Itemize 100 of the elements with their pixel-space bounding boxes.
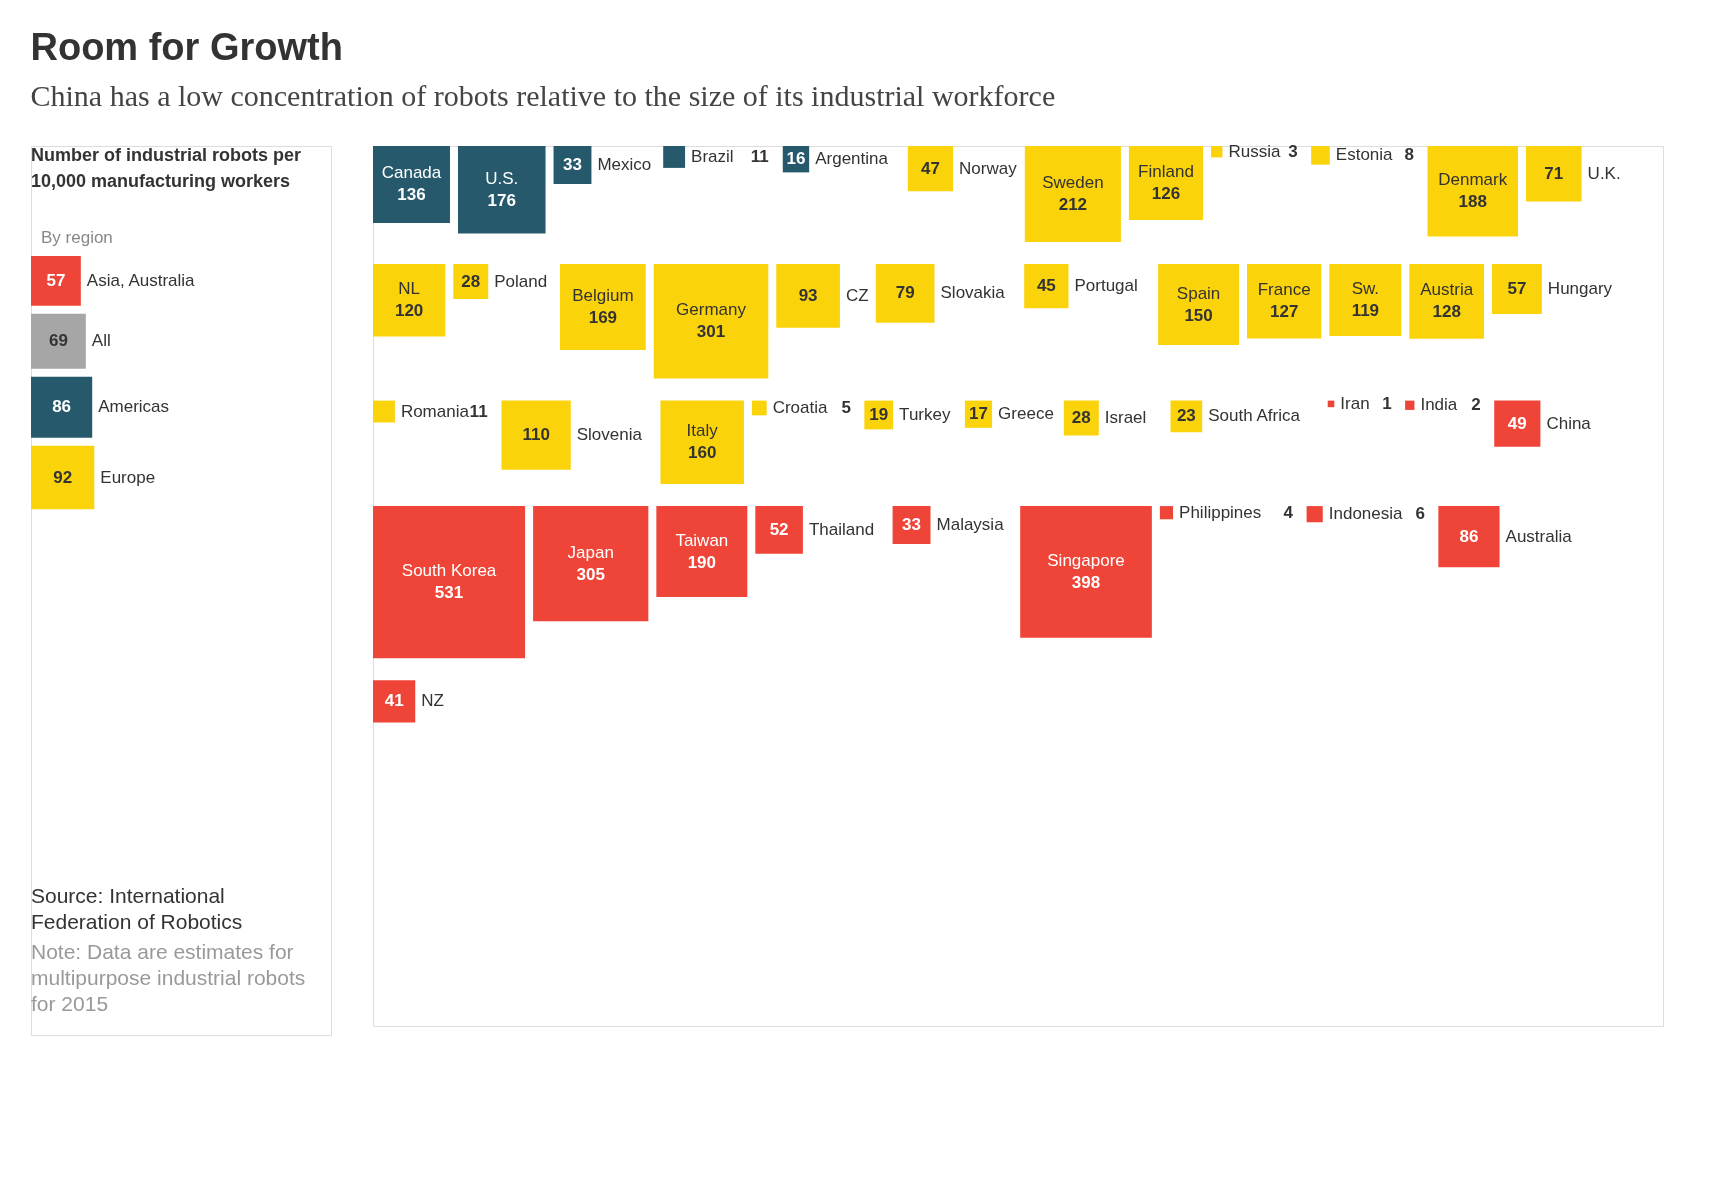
category-label: Slovakia [940,283,1006,303]
category-label: Belgium [572,286,634,305]
category-label: Taiwan [675,530,729,550]
category-label: Estonia [1335,145,1394,165]
category-label: Hungary [1547,279,1613,299]
data-label: 33 [902,515,922,535]
category-label: Denmark [1438,170,1508,190]
data-label: 1 [1382,393,1392,413]
data-label: 79 [895,283,915,303]
data-label: 8 [1404,145,1415,165]
data-label: 19 [869,404,889,424]
category-label: Malaysia [936,515,1005,535]
data-label: 6 [1415,504,1425,524]
data-label: 2 [1471,395,1481,415]
category-label: Canada [381,163,442,183]
category-label: France [1257,280,1311,300]
data-label: 110 [522,425,550,445]
data-label: 86 [1459,526,1479,546]
data-label: 49 [1507,413,1527,433]
category-label: Mexico [597,154,652,174]
category-label: Greece [998,404,1054,424]
data-label: 531 [434,583,464,603]
data-label: 41 [384,691,404,711]
data-label: 169 [588,308,618,327]
category-label: Russia [1228,141,1281,161]
category-label: Iran [1340,393,1370,413]
data-label: 57 [46,270,66,290]
category-label: South Korea [401,561,497,581]
category-label: Austria [1420,280,1474,300]
data-label: 212 [1058,195,1088,215]
category-label: Argentina [815,149,889,169]
data-label: 57 [1507,279,1527,299]
legend-title: By region [41,228,113,247]
data-label: 28 [1071,408,1091,428]
data-label: 305 [576,564,605,584]
data-label: 176 [487,190,516,210]
data-label: 398 [1071,572,1101,592]
category-label: Thailand [808,519,875,539]
category-label: South Africa [1208,406,1301,426]
data-label: 11 [750,146,769,166]
category-label: Australia [1505,526,1573,546]
category-label: Brazil [691,146,734,166]
category-label: Indonesia [1328,504,1404,524]
data-label: 71 [1544,163,1564,183]
data-label: 5 [841,397,851,417]
category-label: Japan [567,542,614,562]
category-label: China [1546,413,1592,433]
data-label: 160 [687,443,717,463]
data-label: 119 [1351,301,1380,321]
category-label: U.K. [1587,163,1621,183]
category-label: Italy [686,421,719,441]
category-label: Finland [1138,162,1194,182]
category-label: Romania [400,401,470,421]
text: Room for Growth [30,26,343,69]
category-label: NZ [421,691,444,711]
category-label: U.S. [485,168,519,188]
category-label: Sw. [1351,279,1380,299]
category-label: Israel [1104,408,1147,428]
data-label: 33 [563,154,582,174]
data-label: 301 [696,322,726,342]
data-label: 45 [1036,276,1056,296]
data-label: 128 [1432,302,1461,322]
text: Number of industrial robots per 10,000 manufacturing workers [31,145,302,191]
data-label: 188 [1458,192,1487,212]
data-label: 16 [786,149,806,169]
category-label: Americas [98,397,170,417]
source-note: Source: International Federation of Robotics [31,884,243,934]
category-label: CZ [845,285,869,305]
category-label: Spain [1176,283,1221,303]
category-label: India [1420,395,1458,415]
category-label: Europe [100,467,156,487]
text: Note: Data are estimates for multipurpose industrial robots for 2015 [31,940,306,1016]
data-label: 136 [397,185,426,205]
data-label: 17 [969,404,988,424]
data-label: 93 [798,285,818,305]
data-label: 69 [48,331,68,351]
category-label: Asia, Australia [86,270,196,290]
category-label: Norway [959,158,1018,178]
data-label: 190 [687,552,717,572]
data-label: 86 [52,397,72,417]
category-label: Singapore [1047,550,1125,570]
category-label: Sweden [1042,173,1104,193]
category-label: Portugal [1074,276,1138,296]
category-label: NL [398,279,421,299]
category-label: All [91,331,111,351]
data-label: 28 [461,271,481,291]
data-label: 150 [1184,305,1213,325]
data-label: 4 [1283,502,1294,522]
data-label: 120 [394,301,424,321]
data-label: 3 [1288,141,1298,161]
category-label: Poland [494,271,548,291]
category-label: Croatia [772,397,829,417]
data-label: 47 [920,158,940,178]
data-label: 23 [1176,406,1196,426]
data-label: 11 [469,401,488,421]
text: China has a low concentration of robots relative to the size of its industrial workforce [30,79,1056,113]
data-label: 127 [1269,302,1299,322]
category-label: Germany [676,300,747,320]
data-label: 126 [1151,184,1181,204]
data-label: 52 [769,519,789,539]
